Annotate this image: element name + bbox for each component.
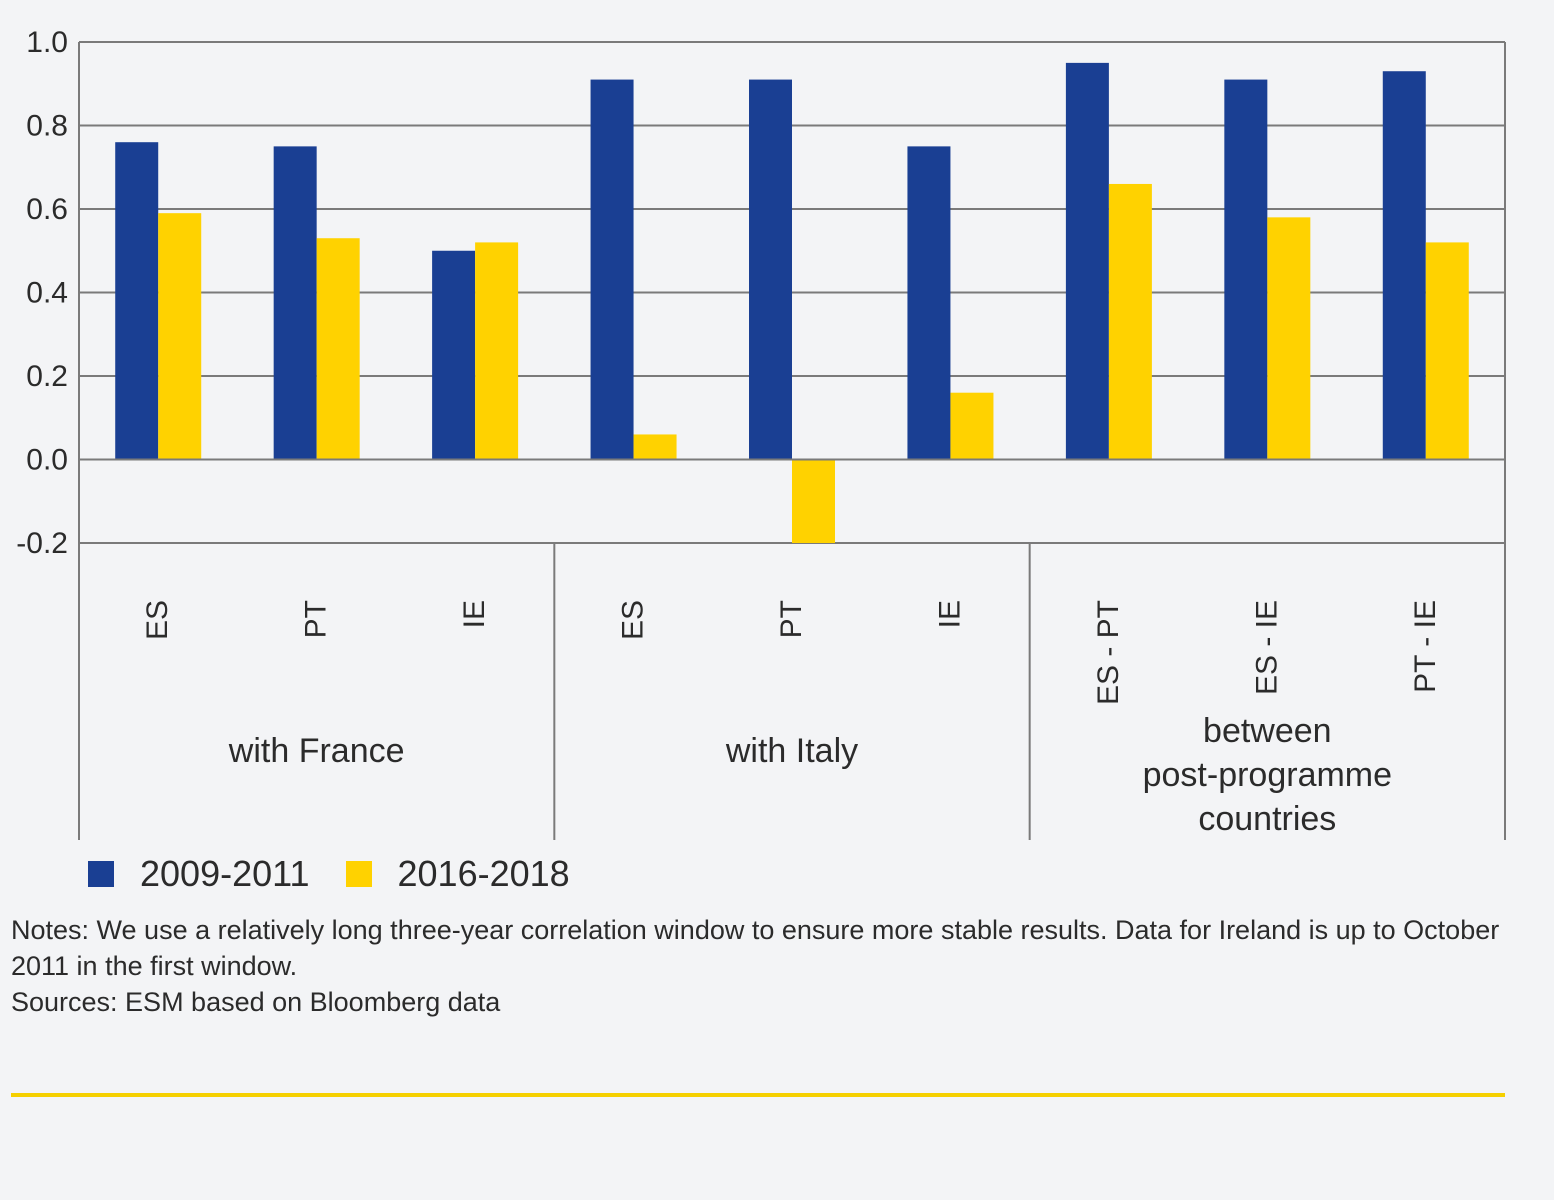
category-label: PT: [300, 600, 333, 638]
legend-swatch-series-2: [345, 861, 372, 887]
y-tick-label: 0.2: [26, 360, 68, 393]
legend-item-series-1: 2009-2011: [88, 853, 346, 895]
bar-series-1: [273, 146, 317, 460]
bar-series-2: [316, 238, 360, 460]
bar-series-1: [1065, 62, 1109, 460]
category-label: IE: [458, 600, 491, 628]
legend-item-series-2: 2016-2018: [345, 853, 606, 895]
y-tick-label: 0.6: [26, 193, 68, 226]
bar-series-1: [115, 142, 159, 460]
bar-series-2: [158, 213, 202, 460]
sources-text: Sources: ESM based on Bloomberg data: [11, 987, 501, 1017]
y-tick-label: 0.8: [26, 110, 68, 143]
bar-series-2: [633, 434, 677, 460]
bar-series-2: [950, 392, 994, 460]
legend: 2009-2011 2016-2018: [88, 852, 606, 896]
bar-series-2: [1267, 217, 1311, 460]
bar-series-1: [590, 79, 634, 460]
legend-label-series-1: 2009-2011: [140, 853, 310, 894]
bar-series-1: [432, 250, 476, 460]
footer-rule: [11, 1093, 1505, 1097]
category-label: IE: [933, 600, 966, 628]
group-label: with Italy: [725, 732, 858, 770]
bar-chart: 1.0 0.8 0.6 0.4 0.2 0.0 -0.2 with France with It…: [16, 26, 1506, 840]
legend-label-series-2: 2016-2018: [397, 853, 570, 894]
bar-series-1: [749, 79, 792, 460]
bar-series-1: [1224, 79, 1268, 460]
y-tick-label: 1.0: [26, 26, 68, 59]
bar-series-2: [1108, 183, 1152, 460]
bar-series-1: [907, 146, 951, 460]
notes-text: Notes: We use a relatively long three-ye…: [11, 915, 1500, 981]
y-tick-label: 0.0: [26, 444, 68, 477]
category-label: ES: [141, 600, 174, 640]
group-label: between post-programme countries: [1143, 712, 1392, 838]
bar-series-1: [1382, 71, 1426, 460]
y-tick-label: 0.4: [26, 277, 68, 310]
legend-swatch-series-1: [88, 861, 114, 887]
category-label: ES: [617, 600, 650, 640]
category-label: ES - IE: [1250, 600, 1283, 695]
category-label: PT - IE: [1409, 600, 1442, 693]
y-tick-label: -0.2: [16, 527, 68, 560]
category-label: PT: [775, 600, 808, 638]
group-label: with France: [228, 732, 405, 770]
category-label: ES - PT: [1092, 600, 1125, 705]
bar-series-2: [1425, 242, 1469, 460]
bar-series-2: [792, 459, 835, 543]
bar-series-2: [475, 242, 519, 460]
notes: Notes: We use a relatively long three-ye…: [11, 912, 1531, 1020]
